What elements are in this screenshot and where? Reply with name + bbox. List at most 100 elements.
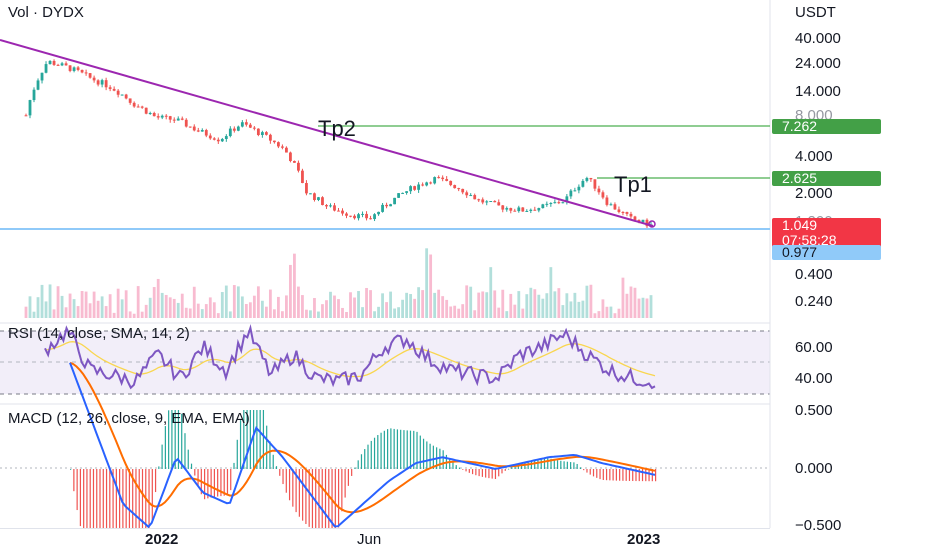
volume-bar — [289, 264, 292, 318]
macd-hist-bar — [311, 469, 314, 528]
candle-body — [28, 100, 32, 116]
candle-body — [441, 177, 445, 180]
volume-bar — [545, 293, 549, 318]
candle-body — [88, 73, 92, 78]
volume-bar — [76, 306, 80, 318]
candle-body — [641, 219, 645, 223]
volume-bar — [645, 298, 649, 318]
macd-hist-bar — [380, 432, 382, 469]
macd-hist-bar — [302, 469, 304, 521]
macd-hist-bar — [187, 449, 189, 469]
candle-body — [393, 197, 396, 205]
macd-hist-bar — [403, 430, 405, 469]
rsi-legend[interactable]: RSI (14, close, SMA, 14, 2) — [8, 325, 190, 342]
macd-hist-bar — [351, 469, 353, 476]
last-price-value: 1.049 — [782, 217, 818, 233]
candle-body — [581, 180, 585, 187]
volume-bar — [333, 295, 336, 318]
candle-body — [192, 126, 196, 131]
tp1-price-tag: 2.625 — [772, 171, 881, 186]
candle-body — [597, 188, 601, 193]
macd-hist-bar — [370, 440, 372, 469]
volume-bar — [232, 285, 236, 318]
candle-body — [124, 94, 128, 99]
macd-hist-bar — [498, 469, 500, 477]
macd-tick-partial: −0.500 — [795, 517, 842, 534]
candle-body — [72, 67, 76, 71]
macd-hist-bar — [491, 469, 493, 479]
volume-bar — [421, 290, 425, 318]
volume-bar — [469, 286, 473, 318]
candle-body — [297, 162, 300, 171]
candle-body — [557, 202, 561, 204]
candle-body — [513, 210, 517, 212]
volume-bar — [285, 295, 288, 318]
candle-body — [329, 205, 332, 207]
volume-bar — [577, 301, 581, 318]
macd-hist-bar — [429, 443, 431, 469]
volume-bar — [301, 295, 304, 318]
candle-body — [625, 212, 629, 214]
volume-bar — [397, 307, 400, 318]
candle-body — [176, 118, 180, 121]
macd-hist-bar — [632, 469, 634, 482]
macd-hist-bar — [455, 465, 457, 469]
tp1-label[interactable]: Tp1 — [614, 172, 652, 197]
volume-bar — [228, 311, 232, 318]
macd-hist-bar — [383, 430, 385, 469]
volume-bar — [629, 286, 633, 318]
volume-bar — [441, 296, 445, 318]
macd-hist-bar — [96, 469, 98, 528]
candle-body — [589, 177, 593, 180]
candle-body — [621, 212, 625, 214]
macd-hist-bar — [184, 433, 186, 469]
volume-bar — [497, 307, 501, 318]
volume-bar — [433, 292, 437, 318]
macd-hist-bar — [181, 413, 183, 469]
tp2-label[interactable]: Tp2 — [318, 116, 356, 141]
volume-bar — [40, 284, 44, 318]
candle-body — [349, 215, 352, 217]
volume-bar — [128, 311, 132, 318]
volume-bar — [417, 287, 421, 318]
volume-bar — [136, 286, 140, 318]
candle-body — [461, 188, 465, 193]
macd-hist-bar — [138, 469, 140, 528]
macd-hist-bar — [387, 429, 389, 469]
macd-hist-bar — [347, 469, 349, 486]
price-tick: 14.000 — [795, 83, 841, 100]
candle-body — [533, 209, 537, 211]
macd-hist-bar — [612, 469, 614, 481]
time-axis[interactable]: 2022 Jun 2023 — [0, 528, 770, 551]
candle-body — [437, 177, 441, 179]
macd-hist-bar — [622, 469, 624, 481]
candle-body — [68, 65, 72, 71]
macd-hist-bar — [576, 463, 578, 469]
rsi-line — [44, 323, 656, 390]
volume-bar — [565, 293, 569, 318]
macd-hist-bar — [99, 469, 101, 528]
macd-hist-bar — [334, 469, 336, 528]
macd-hist-bar — [262, 410, 265, 469]
descending-trendline[interactable] — [0, 39, 654, 227]
candle-body — [377, 211, 380, 215]
macd-hist-bar — [471, 469, 474, 475]
macd-hist-bar — [563, 461, 565, 469]
candle-body — [609, 204, 613, 206]
candle-body — [613, 204, 617, 210]
candle-body — [585, 177, 589, 181]
volume-bar — [553, 291, 557, 318]
candle-body — [48, 60, 52, 65]
candle-body — [108, 87, 112, 89]
volume-bar — [64, 307, 68, 318]
price-tick: 0.240 — [795, 293, 833, 310]
volume-bar — [112, 312, 116, 318]
macd-hist-bar — [432, 445, 434, 469]
macd-hist-bar — [256, 410, 258, 469]
macd-hist-bar — [494, 469, 497, 480]
candle-body — [465, 192, 469, 196]
candlestick-series — [24, 59, 653, 229]
macd-legend[interactable]: MACD (12, 26, close, 9, EMA, EMA) — [8, 410, 250, 427]
volume-bar — [449, 306, 453, 318]
